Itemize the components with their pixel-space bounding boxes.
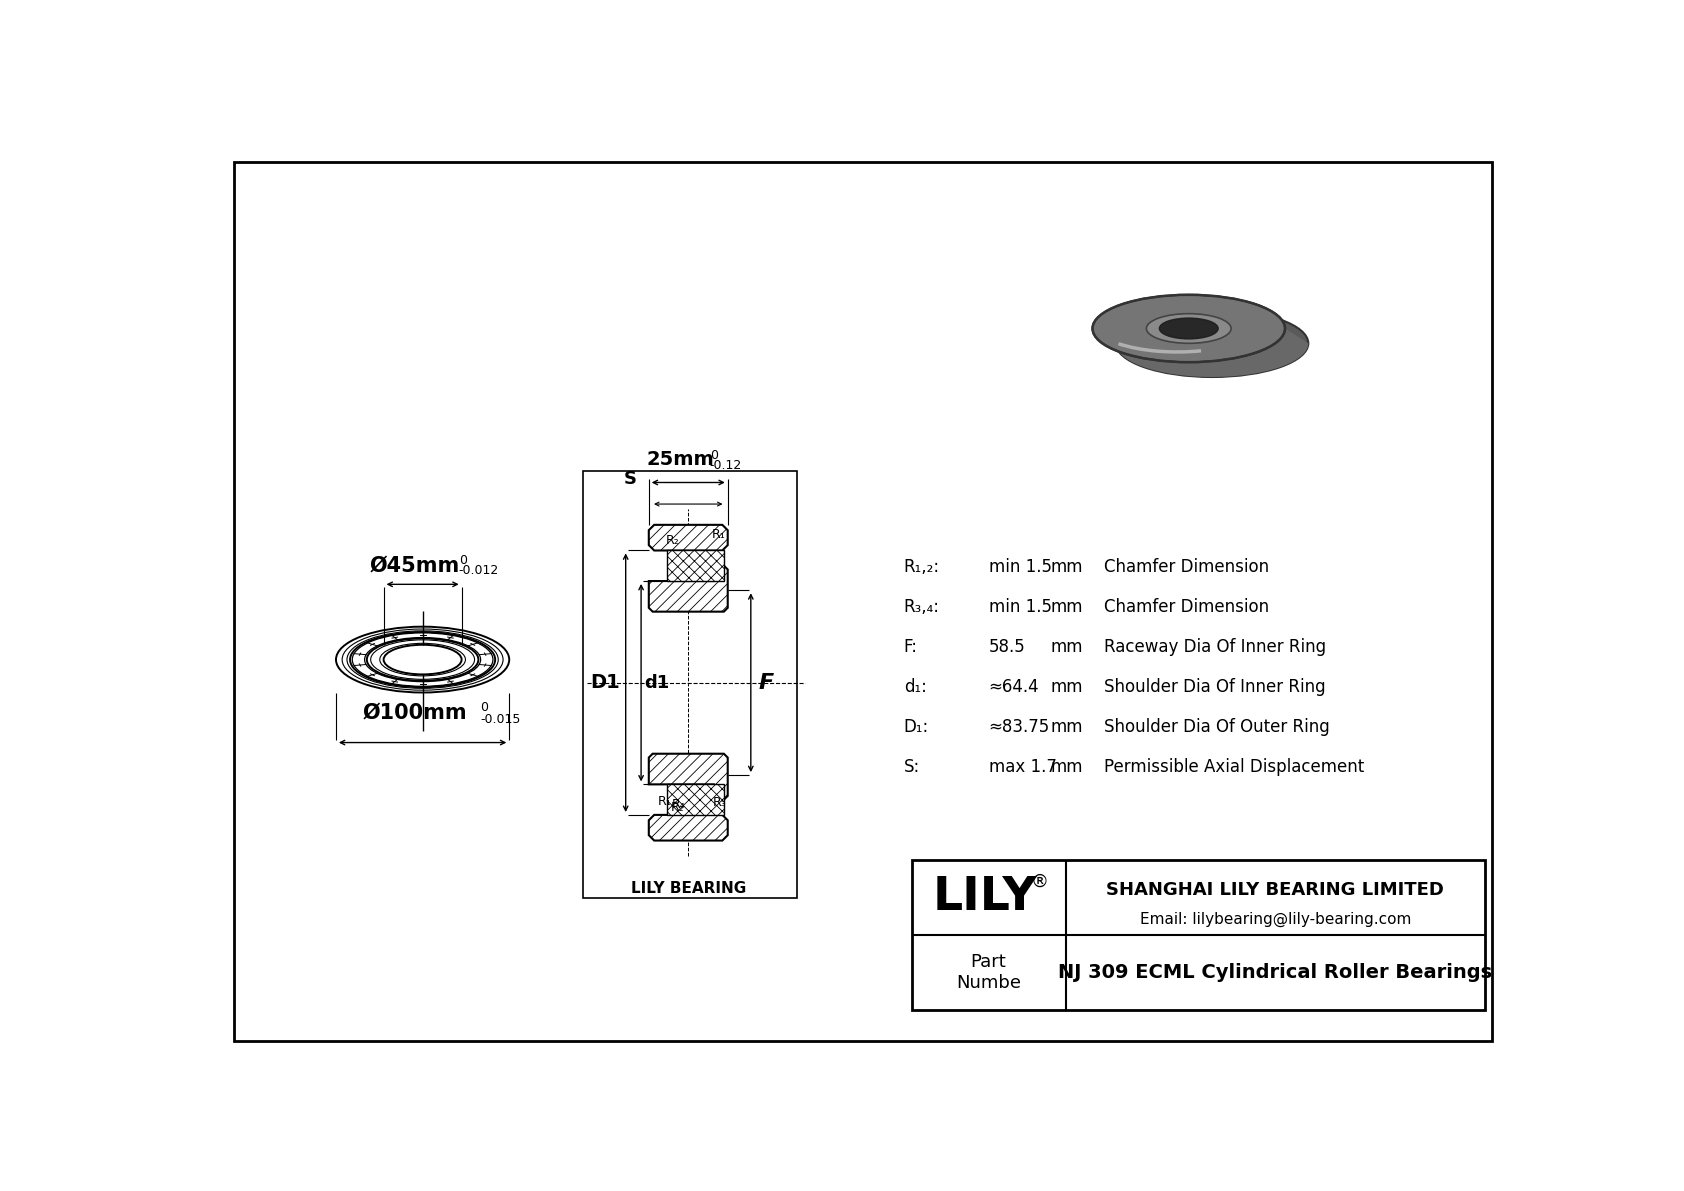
Text: -0.015: -0.015	[480, 712, 520, 725]
Text: mm: mm	[1051, 598, 1083, 616]
Text: ≈83.75: ≈83.75	[989, 718, 1049, 736]
Polygon shape	[648, 754, 727, 799]
Ellipse shape	[1147, 313, 1231, 343]
Text: 25mm: 25mm	[647, 450, 714, 468]
Text: NJ 309 ECML Cylindrical Roller Bearings: NJ 309 ECML Cylindrical Roller Bearings	[1058, 962, 1492, 981]
Text: LILY BEARING: LILY BEARING	[630, 880, 746, 896]
Text: Ø45mm: Ø45mm	[370, 555, 460, 575]
Text: min 1.5: min 1.5	[989, 598, 1051, 616]
Text: R₂: R₂	[670, 800, 684, 813]
Text: mm: mm	[1051, 559, 1083, 576]
Bar	[667, 785, 724, 815]
Polygon shape	[1093, 329, 1308, 378]
Text: min 1.5: min 1.5	[989, 559, 1051, 576]
Text: Raceway Dia Of Inner Ring: Raceway Dia Of Inner Ring	[1105, 638, 1327, 656]
Text: d1: d1	[645, 674, 670, 692]
Polygon shape	[648, 566, 727, 612]
Text: max 1.7: max 1.7	[989, 759, 1056, 777]
Text: D1: D1	[589, 673, 620, 692]
Text: LILY: LILY	[933, 875, 1037, 919]
Text: Ø100mm: Ø100mm	[362, 703, 466, 723]
Text: Shoulder Dia Of Inner Ring: Shoulder Dia Of Inner Ring	[1105, 679, 1325, 697]
Text: Permissible Axial Displacement: Permissible Axial Displacement	[1105, 759, 1364, 777]
Text: Shoulder Dia Of Outer Ring: Shoulder Dia Of Outer Ring	[1105, 718, 1330, 736]
Text: 0: 0	[458, 554, 466, 567]
Text: R₁: R₁	[658, 794, 672, 807]
Text: -0.12: -0.12	[711, 460, 743, 473]
Text: 0: 0	[711, 449, 717, 462]
Text: mm: mm	[1051, 718, 1083, 736]
Text: SHANGHAI LILY BEARING LIMITED: SHANGHAI LILY BEARING LIMITED	[1106, 881, 1445, 899]
Text: F: F	[758, 673, 773, 693]
Text: F:: F:	[904, 638, 918, 656]
Bar	[667, 550, 724, 581]
Bar	[583, 470, 797, 898]
Text: R₁: R₁	[712, 528, 726, 541]
Text: d₁:: d₁:	[904, 679, 926, 697]
Text: mm: mm	[1051, 638, 1083, 656]
Ellipse shape	[1160, 318, 1218, 338]
Text: R₃,₄:: R₃,₄:	[904, 598, 940, 616]
Text: 58.5: 58.5	[989, 638, 1026, 656]
Text: Email: lilybearing@lily-bearing.com: Email: lilybearing@lily-bearing.com	[1140, 912, 1411, 928]
Text: S: S	[625, 470, 637, 488]
Ellipse shape	[1116, 310, 1308, 378]
Text: 0: 0	[480, 701, 488, 715]
Text: S:: S:	[904, 759, 919, 777]
Text: Chamfer Dimension: Chamfer Dimension	[1105, 559, 1270, 576]
Text: mm: mm	[1051, 679, 1083, 697]
Polygon shape	[648, 525, 727, 550]
Text: Part
Numbe: Part Numbe	[957, 953, 1021, 992]
Text: R₁,₂:: R₁,₂:	[904, 559, 940, 576]
Text: -0.012: -0.012	[458, 565, 498, 578]
Text: mm: mm	[1051, 759, 1083, 777]
Ellipse shape	[1093, 295, 1285, 362]
Ellipse shape	[1182, 333, 1241, 354]
Text: R₄: R₄	[672, 798, 685, 811]
Bar	[911, 860, 1485, 1010]
Text: Chamfer Dimension: Chamfer Dimension	[1105, 598, 1270, 616]
Text: ®: ®	[1031, 873, 1049, 891]
Text: R₃: R₃	[712, 796, 727, 809]
Polygon shape	[648, 815, 727, 841]
Polygon shape	[1160, 318, 1241, 343]
Text: ≈64.4: ≈64.4	[989, 679, 1039, 697]
Text: D₁:: D₁:	[904, 718, 930, 736]
Text: R₂: R₂	[665, 534, 679, 547]
